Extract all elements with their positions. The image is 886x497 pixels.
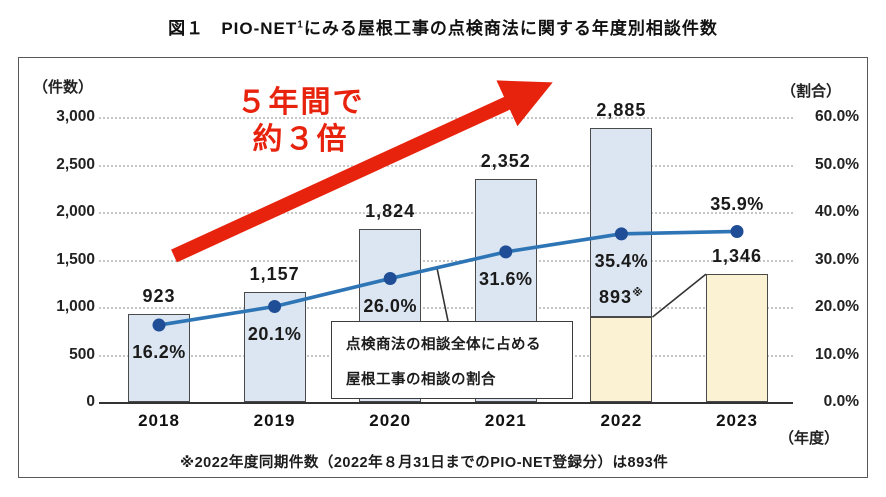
right-axis-tick: 0.0% <box>823 393 859 410</box>
line-percent-label: 35.4% <box>594 250 649 271</box>
partial-label-superscript: ※ <box>632 287 644 300</box>
left-axis-tick: 1,500 <box>56 250 95 268</box>
right-axis-tick: 40.0% <box>815 203 859 220</box>
line-percent-label: 31.6% <box>479 268 533 289</box>
x-axis-label-2018: 2018 <box>138 411 180 430</box>
callout-line1: 点検商法の相談全体に占める <box>346 337 541 353</box>
x-axis-label-2020: 2020 <box>369 411 412 430</box>
bar-partial-value-label: 893※ <box>599 287 644 308</box>
bar-value-label: 2,885 <box>596 99 647 120</box>
title-post: にみる屋根工事の点検商法に関する年度別相談件数 <box>303 19 718 38</box>
x-axis-label-2021: 2021 <box>484 411 527 430</box>
left-axis-tick: 2,000 <box>56 203 95 220</box>
bar-value-label: 923 <box>142 286 176 307</box>
growth-annotation-line1: ５年間で <box>236 86 365 119</box>
left-axis-tick: 1,000 <box>56 298 95 315</box>
growth-annotation: ５年間で 約３倍 <box>178 84 423 158</box>
x-axis-line <box>99 402 793 404</box>
right-axis-tick: 30.0% <box>815 250 859 268</box>
callout-box: 点検商法の相談全体に占める 屋根工事の相談の割合 <box>331 321 573 399</box>
footnote: ※2022年度同期件数（2022年８月31日までのPIO-NET登録分）は893… <box>180 455 669 471</box>
callout-line2: 屋根工事の相談の割合 <box>346 372 496 388</box>
left-axis-caption: （件数） <box>33 79 94 96</box>
right-axis-tick: 50.0% <box>815 155 859 173</box>
line-percent-label: 20.1% <box>247 323 302 344</box>
ratio-line-marker <box>730 224 744 238</box>
left-axis-tick: 500 <box>69 345 95 363</box>
bar-value-label: 1,157 <box>249 264 300 285</box>
title-superscript: 1 <box>297 19 304 31</box>
title-fig-number: 図１ <box>168 19 205 38</box>
line-percent-label: 26.0% <box>363 295 417 316</box>
bar-2022-partial <box>590 317 653 402</box>
right-axis-tick: 60.0% <box>815 108 859 125</box>
x-axis-label-2022: 2022 <box>600 411 643 430</box>
right-axis-caption: （割合） <box>781 83 842 100</box>
left-axis-tick: 3,000 <box>56 108 95 125</box>
right-axis-tick: 20.0% <box>815 298 859 315</box>
x-axis-caption: （年度） <box>779 430 840 447</box>
title-pre: PIO-NET <box>221 19 298 38</box>
right-axis-tick: 10.0% <box>815 345 859 363</box>
bar-2023 <box>706 274 768 402</box>
bar-value-label: 1,346 <box>711 246 763 267</box>
line-percent-label: 16.2% <box>132 342 186 363</box>
left-axis-tick: 2,500 <box>56 155 95 173</box>
x-axis-label-2019: 2019 <box>253 411 296 430</box>
gridline <box>99 164 793 167</box>
gridline <box>99 117 793 119</box>
chart-title: 図１ PIO-NET1にみる屋根工事の点検商法に関する年度別相談件数 <box>0 14 886 39</box>
line-percent-label: 35.9% <box>710 194 764 215</box>
callout-leader-line <box>436 267 449 322</box>
chart-frame <box>18 57 868 478</box>
growth-annotation-line2: 約３倍 <box>252 123 349 156</box>
bar-value-label: 2,352 <box>480 150 531 171</box>
left-axis-tick: 0 <box>86 393 95 410</box>
x-axis-label-2023: 2023 <box>716 411 758 430</box>
bar-2019 <box>243 292 306 402</box>
gridline <box>99 212 793 214</box>
bar-value-label: 1,824 <box>365 200 416 221</box>
